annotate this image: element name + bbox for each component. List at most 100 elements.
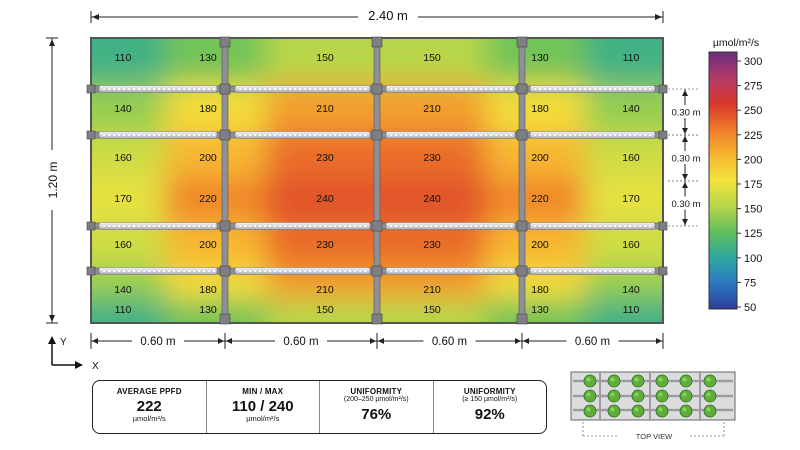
stat-value: 222 [136, 398, 162, 415]
stat-unit: µmol/m²/s [132, 414, 166, 423]
ppfd-value-label: 180 [199, 103, 217, 115]
row-spacing-dimensions: 0.30 m 0.30 m 0.30 m [667, 88, 705, 227]
rail-connector [371, 83, 383, 95]
ppfd-value-label: 150 [316, 304, 334, 316]
colorbar-title: µmol/m²/s [713, 37, 759, 49]
heatmap-cell [91, 38, 165, 83]
side-clip [86, 266, 96, 276]
ppfd-value-label: 130 [199, 304, 217, 316]
rail-connector [371, 220, 383, 232]
rail-connector [516, 220, 528, 232]
heatmap-cell [378, 300, 486, 323]
ppfd-value-label: 230 [423, 152, 441, 164]
ppfd-value-label: 230 [316, 152, 334, 164]
rail-connector [371, 265, 383, 277]
inset-label: TOP VIEW [636, 432, 673, 441]
rail-connector [371, 129, 383, 141]
plant [583, 374, 597, 388]
ppfd-value-label: 110 [623, 52, 640, 64]
rail-connector [516, 83, 528, 95]
ppfd-value-label: 160 [114, 152, 132, 164]
heatmap-cell [486, 132, 585, 178]
height-dimension: 1.20 m [44, 37, 60, 324]
rail-connector [219, 83, 231, 95]
colorbar-tick-label: 75 [744, 277, 756, 289]
rail-connector [516, 36, 528, 48]
stats-panel: AVERAGE PPFD 222 µmol/m²/s MIN / MAX 110… [92, 380, 547, 434]
colorbar-tick-label: 300 [744, 56, 762, 68]
heatmap-cell [91, 132, 165, 178]
y-axis-label: Y [60, 337, 67, 348]
led-bar [529, 131, 656, 139]
column-spacing-label: 0.60 m [432, 336, 467, 348]
heatmap-cell [378, 178, 486, 220]
plant [583, 404, 597, 418]
rail-connector [516, 129, 528, 141]
led-bar [234, 267, 371, 275]
led-bar [529, 222, 656, 230]
light-frame [86, 36, 668, 325]
ppfd-value-label: 140 [114, 103, 132, 115]
colorbar-tick-label: 125 [744, 228, 762, 240]
ppfd-value-label: 200 [199, 239, 217, 251]
vertical-rail [373, 37, 381, 324]
rail-connector [371, 313, 383, 325]
side-clip [658, 84, 668, 94]
plant [655, 404, 669, 418]
rail-connector [219, 36, 231, 48]
ppfd-value-label: 240 [423, 193, 441, 205]
led-bar [529, 85, 656, 93]
plant [703, 404, 717, 418]
plant [607, 374, 621, 388]
heatmap-cell [165, 300, 266, 323]
ppfd-value-label: 130 [199, 52, 217, 64]
rail-connector [219, 220, 231, 232]
ppfd-value-label: 160 [622, 152, 640, 164]
plant [703, 374, 717, 388]
heatmap-cell [266, 178, 378, 220]
colorbar-tick-label: 100 [744, 253, 762, 265]
ppfd-value-label: 210 [316, 103, 334, 115]
plant [583, 389, 597, 403]
led-bar [234, 85, 371, 93]
heatmap-cell [486, 38, 585, 83]
plant [679, 374, 693, 388]
stat-label: UNIFORMITY [350, 387, 403, 396]
heatmap-cell [585, 38, 663, 83]
colorbar: µmol/m²/s 300 275 250 225 200 175 150 125 100 75 5… [708, 37, 762, 314]
vertical-rail [518, 37, 526, 324]
ppfd-value-label: 160 [622, 239, 640, 251]
stat-label: UNIFORMITY [463, 387, 516, 396]
row-spacing-label: 0.30 m [671, 199, 700, 210]
colorbar-tick-label: 200 [744, 154, 762, 166]
heatmap-cell [91, 300, 165, 323]
column-spacing-dimensions: 0.60 m 0.60 m 0.60 m 0.60 m [90, 333, 664, 349]
column-spacing-label: 0.60 m [283, 336, 318, 348]
ppfd-value-label: 110 [115, 52, 132, 64]
ppfd-value-label: 150 [316, 52, 334, 64]
heatmap-cell [266, 132, 378, 178]
value-labels: 110 130 150 150 130 110 140 180 210 210 180 140 160 2… [114, 52, 640, 316]
ppfd-value-label: 220 [531, 193, 549, 205]
heatmap-cell [585, 132, 663, 178]
plant [655, 389, 669, 403]
heatmap-cell [266, 38, 378, 83]
colorbar-ticks: 300 275 250 225 200 175 150 125 100 75 50 [737, 56, 762, 314]
heatmap-cell [378, 132, 486, 178]
plant [679, 404, 693, 418]
x-axis-label: X [92, 361, 99, 372]
stat-sublabel: (≥ 150 µmol/m²/s) [462, 396, 518, 403]
ppfd-value-label: 110 [623, 304, 640, 316]
plant [655, 374, 669, 388]
plant [679, 389, 693, 403]
led-bar [529, 267, 656, 275]
column-spacing-label: 0.60 m [140, 336, 175, 348]
ppfd-value-label: 180 [199, 284, 217, 296]
heatmap-cell [165, 178, 266, 220]
stat-value: 92% [474, 406, 505, 423]
stat-value: 76% [361, 406, 392, 423]
ppfd-value-label: 200 [531, 239, 549, 251]
led-bar [234, 222, 371, 230]
row-spacing-label: 0.30 m [671, 154, 700, 165]
